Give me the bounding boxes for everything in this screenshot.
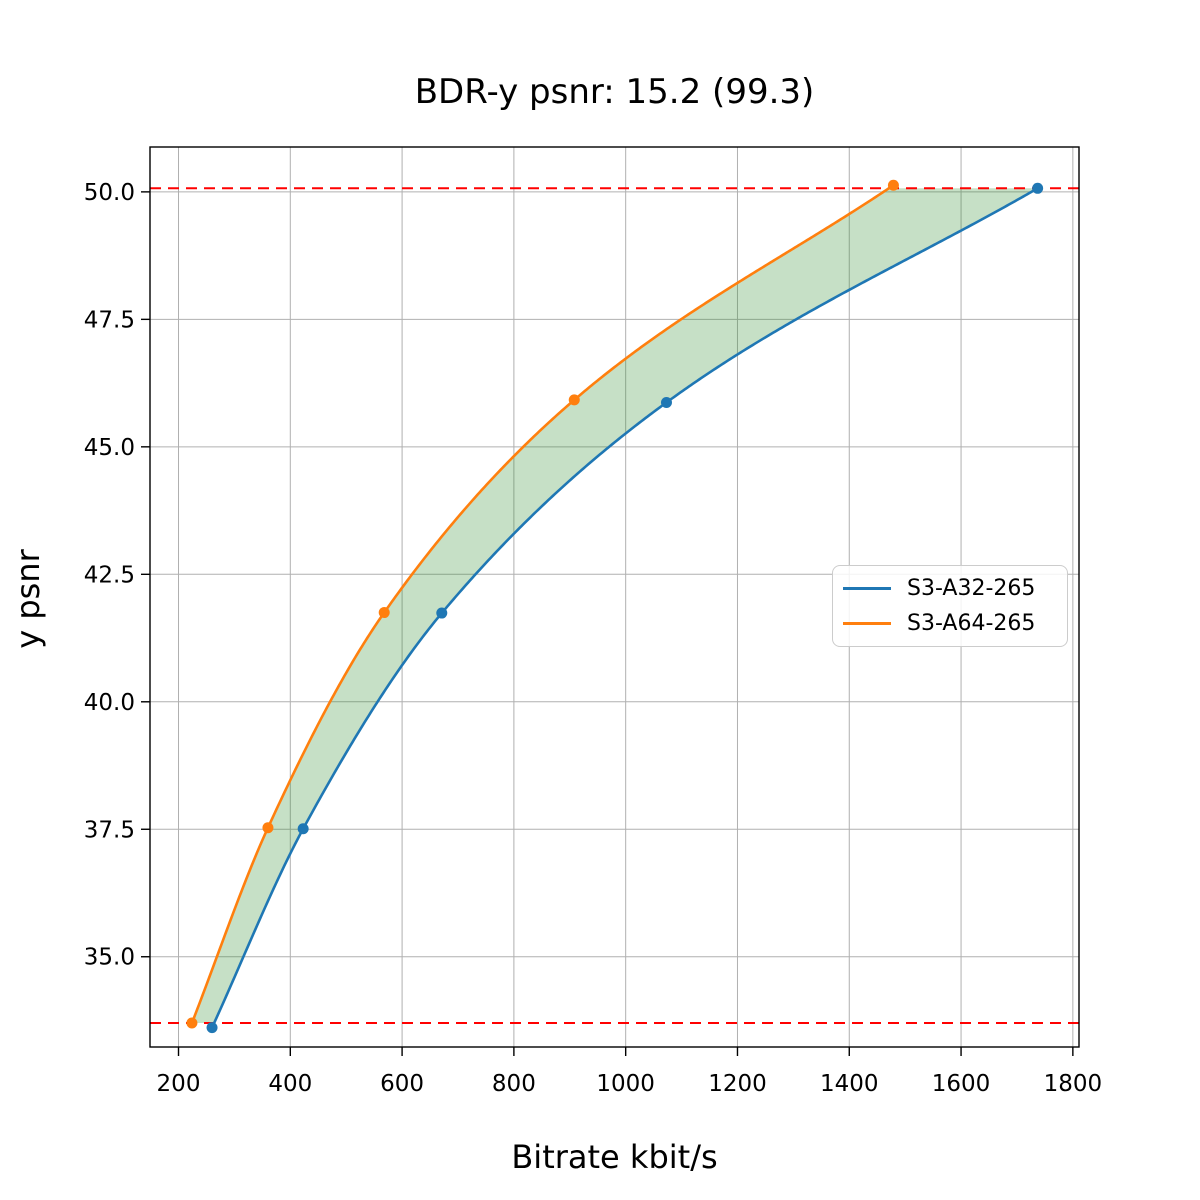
x-axis-label: Bitrate kbit/s xyxy=(511,1138,718,1176)
y-tick-label: 40.0 xyxy=(84,690,135,716)
data-point-s3-a32-265 xyxy=(436,607,448,619)
x-tick-label: 1800 xyxy=(1044,1071,1103,1097)
data-point-s3-a64-265 xyxy=(568,394,580,406)
legend-line-swatch-s3-a64-265 xyxy=(843,622,891,625)
y-tick-label: 45.0 xyxy=(84,435,135,461)
y-tick-label: 37.5 xyxy=(84,817,135,843)
data-point-s3-a64-265 xyxy=(378,607,390,619)
data-point-s3-a64-265 xyxy=(186,1017,198,1029)
data-point-s3-a32-265 xyxy=(660,396,672,408)
x-tick-label: 200 xyxy=(157,1071,201,1097)
series-line-s3-a32-265 xyxy=(210,187,1039,1029)
y-tick-label: 47.5 xyxy=(84,307,135,333)
x-tick-label: 1600 xyxy=(932,1071,991,1097)
y-tick-label: 35.0 xyxy=(84,945,135,971)
legend-label-s3-a32-265: S3-A32-265 xyxy=(907,576,1036,601)
legend-label-s3-a64-265: S3-A64-265 xyxy=(907,611,1036,636)
legend-line-swatch-s3-a32-265 xyxy=(843,587,891,590)
legend: S3-A32-265 S3-A64-265 xyxy=(832,565,1068,647)
plot-border xyxy=(149,146,1080,1048)
data-point-s3-a32-265 xyxy=(297,823,309,835)
data-point-s3-a64-265 xyxy=(262,822,274,834)
x-tick-label: 800 xyxy=(492,1071,536,1097)
x-tick-label: 600 xyxy=(380,1071,424,1097)
legend-item-s3-a32-265: S3-A32-265 xyxy=(843,576,1057,601)
y-tick-label: 42.5 xyxy=(84,562,135,588)
x-tick-label: 1400 xyxy=(820,1071,879,1097)
y-tick-label: 50.0 xyxy=(84,180,135,206)
data-point-s3-a64-265 xyxy=(887,179,899,191)
x-tick-label: 400 xyxy=(268,1071,312,1097)
y-axis-label: y psnr xyxy=(9,549,47,649)
legend-item-s3-a64-265: S3-A64-265 xyxy=(843,611,1057,636)
x-tick-label: 1000 xyxy=(596,1071,655,1097)
data-point-s3-a32-265 xyxy=(206,1022,218,1034)
series-line-s3-a64-265 xyxy=(190,184,895,1024)
x-tick-label: 1200 xyxy=(708,1071,767,1097)
chart-title: BDR-y psnr: 15.2 (99.3) xyxy=(414,72,815,112)
data-point-s3-a32-265 xyxy=(1032,182,1044,194)
